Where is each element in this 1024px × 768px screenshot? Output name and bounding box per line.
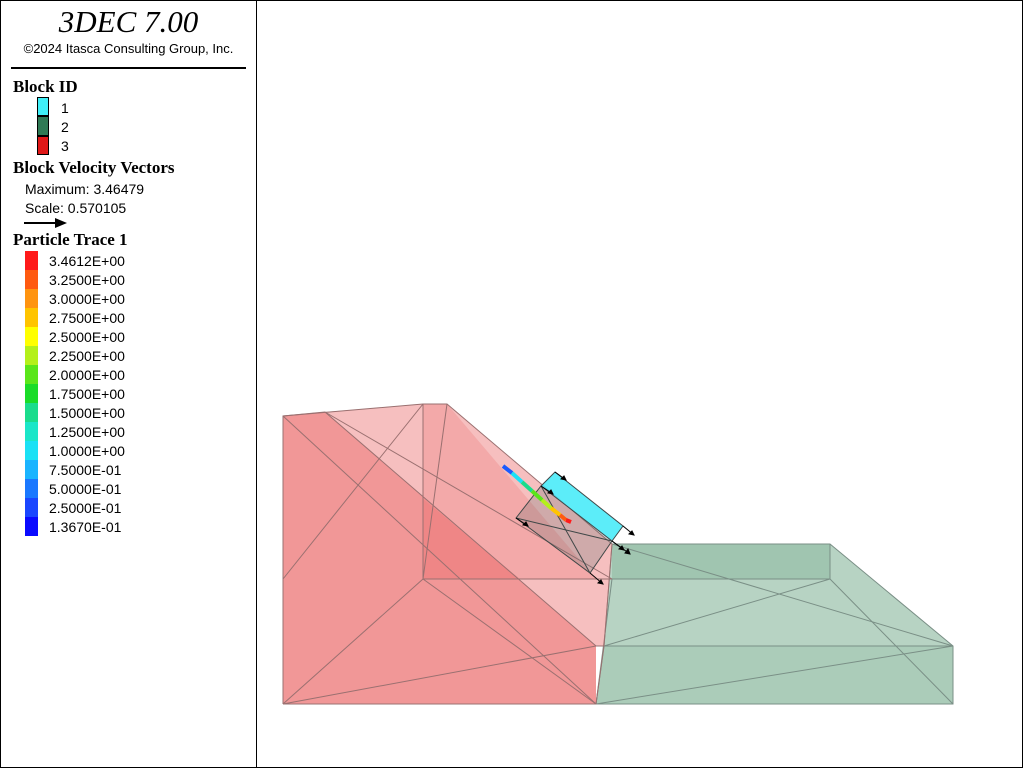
block-id-label-3: 3: [61, 138, 69, 154]
particle-trace-label: 3.2500E+00: [49, 272, 125, 288]
block-model-view[interactable]: [257, 1, 1022, 767]
velocity-maximum: Maximum: 3.46479: [25, 181, 145, 197]
block-id-label-1: 1: [61, 100, 69, 116]
particle-trace-swatch: [25, 270, 38, 289]
particle-trace-label: 1.2500E+00: [49, 424, 125, 440]
particle-trace-swatch: [25, 251, 38, 270]
velocity-scale: Scale: 0.570105: [25, 200, 127, 216]
block-id-swatch-2: [37, 116, 49, 136]
particle-trace-label: 1.0000E+00: [49, 443, 125, 459]
block-1-sliding: [515, 471, 624, 574]
particle-trace-path: [501, 464, 572, 524]
legend-panel: 3DEC 7.00 ©2024 Itasca Consulting Group,…: [0, 0, 258, 768]
particle-trace-swatch: [25, 346, 38, 365]
velocity-vector-arrows: [515, 471, 635, 585]
particle-trace-label: 2.7500E+00: [49, 310, 125, 326]
block-id-swatch-1: [37, 97, 49, 116]
model-viewport[interactable]: [257, 0, 1023, 768]
particle-trace-label: 2.2500E+00: [49, 348, 125, 364]
title-divider: [11, 67, 246, 69]
block-id-swatch-3: [37, 136, 49, 155]
particle-trace-label: 2.5000E+00: [49, 329, 125, 345]
particle-trace-swatch: [25, 365, 38, 384]
particle-trace-label: 1.7500E+00: [49, 386, 125, 402]
app-title: 3DEC 7.00: [58, 4, 199, 39]
copyright-text: ©2024 Itasca Consulting Group, Inc.: [23, 41, 234, 56]
particle-trace-label: 1.3670E-01: [49, 519, 122, 535]
particle-trace-label: 5.0000E-01: [49, 481, 122, 497]
block-id-label-2: 2: [61, 119, 69, 135]
particle-trace-label: 3.4612E+00: [49, 253, 125, 269]
particle-trace-swatch: [25, 384, 38, 403]
arrow-right-icon: [24, 218, 67, 228]
particle-trace-swatch: [25, 460, 38, 479]
particle-trace-label: 7.5000E-01: [49, 462, 122, 478]
particle-trace-label: 2.0000E+00: [49, 367, 125, 383]
particle-trace-swatch: [25, 479, 38, 498]
particle-trace-swatch: [25, 498, 38, 517]
particle-trace-label: 3.0000E+00: [49, 291, 125, 307]
particle-trace-label: 2.5000E-01: [49, 500, 122, 516]
velocity-vectors-title: Block Velocity Vectors: [13, 158, 175, 177]
particle-trace-title: Particle Trace 1: [13, 230, 128, 249]
particle-trace-swatch: [25, 327, 38, 346]
particle-trace-swatch: [25, 289, 38, 308]
block-2-base: [595, 543, 954, 705]
particle-trace-swatch: [25, 422, 38, 441]
particle-trace-swatch: [25, 441, 38, 460]
block-id-title: Block ID: [13, 77, 78, 96]
particle-trace-swatch: [25, 308, 38, 327]
block-3-slope: [282, 403, 613, 705]
particle-trace-label: 1.5000E+00: [49, 405, 125, 421]
particle-trace-swatch: [25, 403, 38, 422]
particle-trace-swatch: [25, 517, 38, 536]
